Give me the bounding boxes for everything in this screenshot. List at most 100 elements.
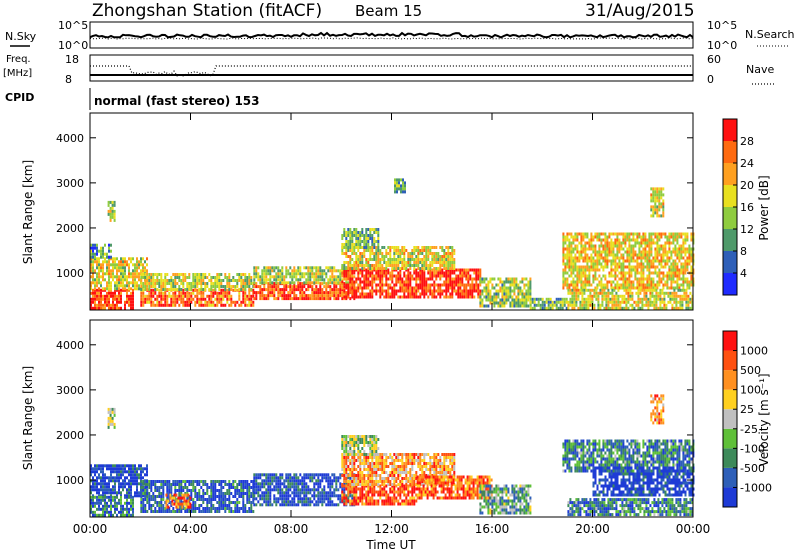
echo-cell [658, 262, 661, 266]
echo-cell [596, 277, 599, 281]
echo-cell [102, 510, 104, 514]
echo-cell [106, 284, 108, 288]
echo-cell [621, 306, 624, 310]
echo-cell [102, 476, 104, 480]
echo-cell [606, 262, 609, 266]
echo-cell [126, 510, 128, 514]
echo-cell [108, 263, 110, 267]
echo-cell [307, 275, 310, 279]
echo-cell [130, 485, 132, 489]
echo-cell [676, 241, 679, 245]
echo-cell [204, 276, 207, 279]
echo-cell [691, 303, 694, 307]
echo-cell [608, 244, 611, 248]
echo-cell [94, 257, 96, 261]
echo-cell [644, 244, 647, 248]
echo-cell [648, 238, 651, 242]
echo-cell [206, 489, 209, 492]
echo-cell [672, 241, 675, 245]
echo-cell [114, 479, 116, 483]
echo-cell [162, 288, 165, 291]
echo-cell [441, 258, 444, 261]
echo-cell [649, 288, 652, 292]
echo-cell [402, 181, 404, 185]
echo-cell [652, 232, 655, 236]
echo-cell [174, 291, 177, 295]
echo-cell [90, 243, 92, 247]
echo-cell [116, 470, 118, 474]
echo-cell [291, 297, 294, 301]
echo-cell [150, 507, 153, 510]
echo-cell [345, 246, 348, 249]
echo-cell [192, 483, 195, 486]
echo-cell [389, 261, 392, 264]
echo-cell [347, 267, 350, 270]
echo-cell [587, 297, 590, 301]
echo-cell [601, 288, 604, 292]
cpid-text: normal (fast stereo) 153 [94, 94, 260, 108]
echo-cell [240, 285, 243, 288]
echo-cell [355, 289, 358, 293]
echo-cell [654, 187, 657, 191]
echo-cell [640, 262, 643, 266]
echo-cell [319, 285, 322, 289]
echo-cell [503, 283, 506, 287]
echo-cell [218, 288, 221, 291]
echo-cell [204, 507, 207, 510]
echo-cell [134, 467, 136, 471]
echo-cell [429, 261, 432, 264]
echo-cell [400, 184, 402, 188]
echo-cell [341, 274, 344, 278]
echo-cell [630, 283, 633, 287]
echo-cell [652, 262, 655, 266]
echo-cell [671, 297, 674, 301]
echo-cell [682, 256, 685, 260]
echo-cell [267, 288, 270, 292]
echo-cell [248, 294, 251, 298]
echo-cell [411, 252, 414, 255]
echo-cell [493, 304, 496, 308]
echo-cell [584, 268, 587, 272]
echo-cell [654, 286, 657, 290]
echo-cell [313, 297, 316, 301]
echo-cell [96, 243, 98, 247]
echo-cell [220, 492, 223, 495]
echo-cell [389, 277, 392, 281]
echo-cell [471, 283, 474, 287]
echo-cell [104, 491, 106, 495]
echo-cell [174, 273, 177, 276]
echo-cell [495, 289, 498, 293]
echo-cell [582, 286, 585, 290]
echo-cell [315, 291, 318, 295]
echo-cell [166, 510, 169, 513]
echo-cell [154, 489, 157, 492]
echo-cell [355, 280, 358, 284]
echo-cell [301, 294, 304, 298]
echo-cell [156, 486, 159, 489]
echo-cell [547, 306, 550, 310]
echo-cell [487, 286, 490, 290]
beam-label: Beam 15 [355, 2, 422, 20]
echo-cell [373, 277, 376, 281]
echo-cell [447, 283, 450, 287]
echo-cell [178, 279, 181, 282]
echo-cell [592, 259, 595, 263]
echo-cell [142, 300, 145, 304]
echo-cell [214, 276, 217, 279]
echo-cell [396, 181, 398, 185]
echo-cell [656, 193, 659, 197]
echo-cell [680, 283, 683, 287]
echo-cell [100, 501, 102, 505]
echo-cell [202, 276, 205, 279]
echo-cell [371, 271, 374, 275]
echo-cell [210, 285, 213, 288]
echo-cell [465, 295, 468, 299]
echo-cell [166, 480, 169, 483]
echo-cell [174, 483, 177, 486]
echo-cell [690, 232, 693, 236]
echo-cell [511, 280, 514, 284]
echo-cell [186, 480, 189, 483]
echo-cell [517, 298, 520, 302]
echo-cell [102, 297, 104, 301]
echo-cell [359, 277, 362, 281]
